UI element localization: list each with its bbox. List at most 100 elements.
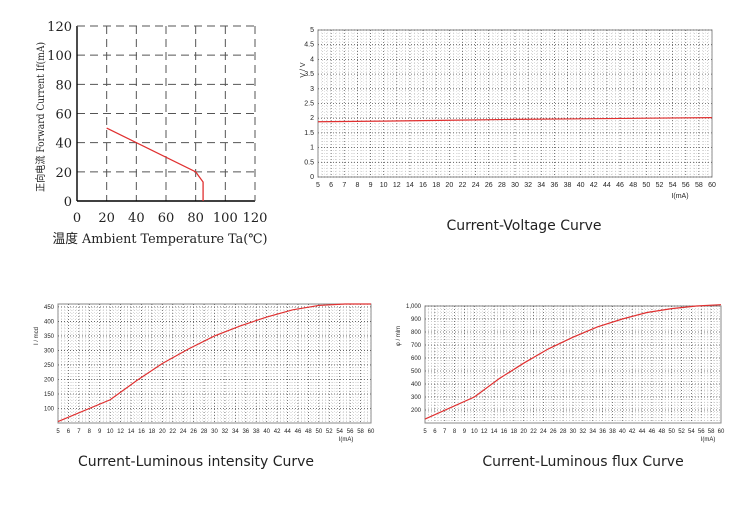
x-tick-label: 14 [406,182,414,189]
x-tick-label: 40 [619,429,626,435]
y-tick-label: 300 [44,348,55,354]
x-tick-label: 30 [570,429,577,435]
x-tick-label: 22 [530,429,537,435]
x-tick-label: 24 [472,182,480,189]
data-line [57,303,371,423]
x-tick-label: 58 [695,182,703,189]
y-tick-label: 1,000 [406,304,422,310]
x-tick-label: 28 [560,429,567,435]
current-flux-chart: 5 6 7 8 9 10 12 14 16 18 20 22 24 26 28 30 32 34 36 38 40 42 4… [396,304,725,470]
x-tick-label: 48 [305,429,312,435]
y-tick-label: 2.5 [304,101,314,108]
y-tick-label: 800 [411,330,422,336]
x-tick-label: 12 [117,429,124,435]
x-tick-label: 9 [98,429,102,435]
chart-caption: Current-Voltage Curve [446,218,601,234]
x-tick-label: 8 [453,429,457,435]
y-tick-label: 0 [310,174,314,181]
x-tick-label: 38 [564,182,572,189]
x-axis-label: I(mA) [671,193,688,200]
current-voltage-chart: 5 6 7 8 9 10 12 14 16 18 20 22 24 26 28 30 32 34 36 38 40 42 4… [300,27,716,234]
x-tick-label: 54 [669,182,677,189]
y-axis-label: V / V [300,62,307,78]
x-tick-label: 100 [213,211,238,226]
y-tick-label: 0.5 [304,159,314,166]
x-tick-label: 7 [77,429,81,435]
x-tick-label: 20 [159,429,166,435]
y-tick-label: 350 [44,334,55,340]
x-tick-label: 52 [656,182,664,189]
x-tick-label: 56 [347,429,354,435]
x-tick-label: 56 [698,429,705,435]
x-tick-label: 48 [658,429,665,435]
y-tick-label: 400 [411,382,422,388]
y-tick-label: 200 [44,377,55,383]
x-tick-label: 26 [550,429,557,435]
y-tick-label: 0 [64,195,72,210]
y-tick-label: 20 [55,166,72,181]
y-tick-label: 400 [44,319,55,325]
x-tick-label: 32 [222,429,229,435]
x-tick-label: 54 [336,429,343,435]
x-tick-label: 58 [357,429,364,435]
x-tick-label: 34 [537,182,545,189]
x-tick-label: 30 [211,429,218,435]
x-tick-label: 40 [263,429,270,435]
x-tick-label: 5 [316,182,320,189]
y-tick-label: 900 [411,317,422,323]
x-tick-label: 58 [708,429,715,435]
x-tick-label: 18 [432,182,440,189]
x-axis-label: I(mA) [701,437,716,443]
x-tick-label: 18 [510,429,517,435]
x-tick-label: 54 [688,429,695,435]
x-tick-label: 18 [149,429,156,435]
y-tick-label: 200 [411,408,422,414]
data-line [317,117,713,123]
x-tick-label: 22 [169,429,176,435]
x-tick-label: 6 [329,182,333,189]
x-tick-label: 24 [540,429,547,435]
x-axis-label: I(mA) [339,437,354,443]
x-tick-label: 28 [201,429,208,435]
x-tick-label: 14 [128,429,135,435]
y-tick-label: 40 [55,137,72,152]
x-tick-label: 80 [187,211,204,226]
y-tick-label: 5 [310,27,314,34]
x-tick-label: 10 [471,429,478,435]
x-tick-label: 46 [295,429,302,435]
x-tick-label: 10 [380,182,388,189]
x-tick-label: 6 [433,429,437,435]
y-tick-label: 100 [44,406,55,412]
y-tick-label: 4.5 [304,42,314,49]
x-tick-label: 38 [609,429,616,435]
y-tick-label: 3 [310,86,314,93]
x-tick-label: 5 [56,429,60,435]
y-tick-label: 100 [47,49,72,64]
x-tick-label: 26 [485,182,493,189]
x-tick-label: 44 [639,429,646,435]
x-tick-label: 56 [682,182,690,189]
x-tick-label: 20 [520,429,527,435]
y-axis-label: 正向电流 Forward Current If(mA) [34,42,47,192]
x-tick-label: 14 [491,429,498,435]
y-tick-label: 300 [411,395,422,401]
x-tick-label: 9 [463,429,467,435]
x-tick-label: 8 [355,182,359,189]
x-tick-label: 44 [284,429,291,435]
x-tick-label: 24 [180,429,187,435]
x-tick-label: 50 [642,182,650,189]
x-tick-label: 22 [459,182,467,189]
y-tick-label: 150 [44,392,55,398]
y-tick-label: 3.5 [304,71,314,78]
x-tick-label: 10 [107,429,114,435]
x-tick-label: 42 [274,429,281,435]
y-tick-label: 500 [411,369,422,375]
x-tick-label: 42 [590,182,598,189]
x-tick-label: 30 [511,182,519,189]
y-tick-label: 1.5 [304,130,314,137]
x-tick-label: 12 [393,182,401,189]
x-tick-label: 60 [368,429,375,435]
x-tick-label: 50 [315,429,322,435]
x-tick-label: 34 [232,429,239,435]
